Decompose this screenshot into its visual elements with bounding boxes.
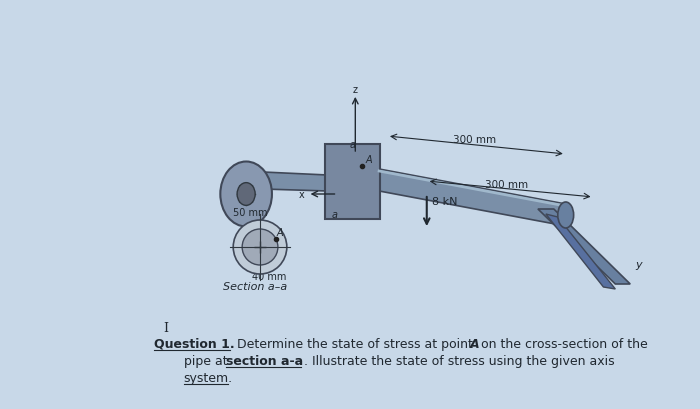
Circle shape (242, 229, 278, 265)
Ellipse shape (558, 202, 573, 229)
Polygon shape (263, 173, 328, 191)
Text: x: x (299, 189, 304, 200)
Polygon shape (379, 170, 566, 227)
Text: . Illustrate the state of stress using the given axis: . Illustrate the state of stress using t… (304, 354, 615, 367)
Text: A: A (470, 337, 479, 350)
Text: 300 mm: 300 mm (453, 135, 496, 145)
Text: Question 1.: Question 1. (154, 337, 234, 350)
Text: z: z (353, 85, 358, 95)
Text: I: I (164, 321, 169, 334)
Text: 40 mm: 40 mm (252, 271, 286, 281)
Text: 300 mm: 300 mm (484, 180, 528, 189)
Text: system.: system. (183, 371, 232, 384)
Text: a: a (332, 209, 337, 220)
Ellipse shape (237, 183, 256, 206)
Text: 50 mm: 50 mm (233, 207, 267, 218)
Text: A: A (365, 155, 372, 164)
Ellipse shape (220, 162, 272, 227)
FancyBboxPatch shape (325, 144, 379, 219)
Text: Section a–a: Section a–a (223, 281, 288, 291)
Circle shape (233, 220, 287, 274)
Text: A: A (277, 227, 284, 237)
Text: pipe at: pipe at (183, 354, 231, 367)
Text: section a-a: section a-a (226, 354, 303, 367)
Text: Determine the state of stress at point: Determine the state of stress at point (233, 337, 477, 350)
Text: y: y (635, 259, 642, 270)
Text: a: a (349, 139, 356, 150)
Polygon shape (538, 209, 630, 284)
Text: 8 kN: 8 kN (432, 196, 457, 207)
Text: on the cross-section of the: on the cross-section of the (477, 337, 648, 350)
Polygon shape (546, 214, 615, 289)
